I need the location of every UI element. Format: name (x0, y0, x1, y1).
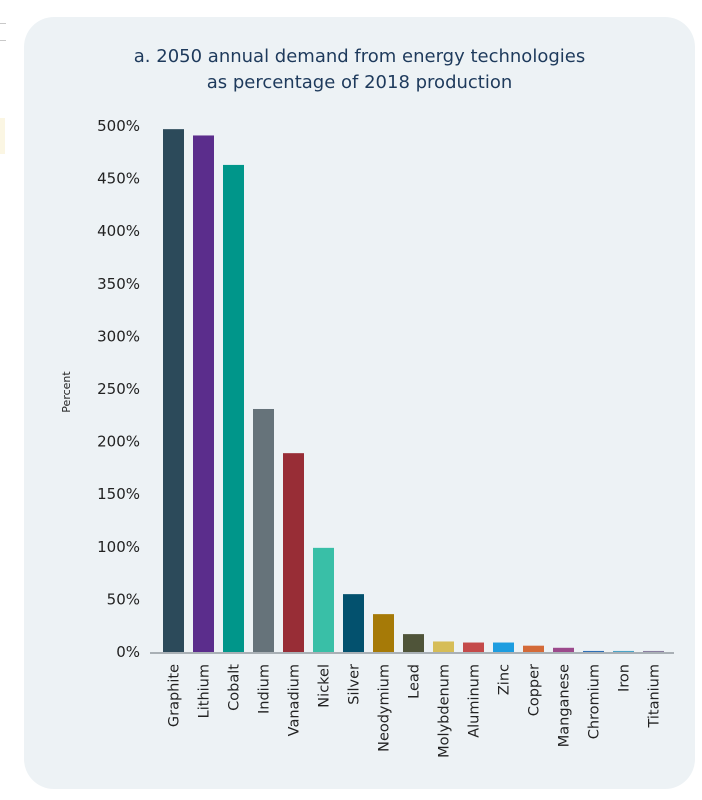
bar-vanadium (283, 453, 304, 652)
chart-title: a. 2050 annual demand from energy techno… (24, 44, 695, 96)
bar-molybdenum (433, 641, 454, 652)
bar-manganese (553, 647, 574, 652)
x-tick-label: Neodymium (377, 664, 393, 752)
bar-nickel (313, 547, 334, 652)
y-tick-label: 250% (97, 380, 140, 398)
bar-neodymium (373, 614, 394, 652)
x-tick-label: Vanadium (287, 664, 303, 736)
bar-zinc (493, 642, 514, 652)
edge-divider-line (0, 40, 6, 41)
x-tick-label: Aluminum (467, 664, 483, 738)
x-tick-label: Iron (617, 664, 633, 692)
bar-lead (403, 634, 424, 652)
y-axis-label: Percent (60, 371, 73, 413)
bar-lithium (193, 135, 214, 652)
y-tick-label: 450% (97, 170, 140, 188)
x-tick-label: Chromium (587, 664, 603, 739)
bar-indium (253, 408, 274, 652)
y-tick-label: 100% (97, 538, 140, 556)
bar-silver (343, 594, 364, 652)
bar-titanium (643, 650, 664, 653)
x-tick-label: Zinc (497, 664, 513, 695)
x-tick-label: Indium (257, 664, 273, 714)
bar-cobalt (223, 164, 244, 652)
x-tick-label: Cobalt (227, 664, 243, 711)
y-tick-label: 150% (97, 485, 140, 503)
y-tick-label: 200% (97, 433, 140, 451)
edge-divider-line (0, 23, 6, 24)
x-tick-label: Lead (407, 664, 423, 699)
y-tick-label: 500% (97, 117, 140, 135)
x-tick-label: Copper (527, 664, 543, 716)
bar-aluminum (463, 642, 484, 652)
x-tick-label: Nickel (317, 664, 333, 708)
x-tick-label: Lithium (197, 664, 213, 718)
edge-highlight-box (0, 118, 5, 154)
chart-card (24, 17, 695, 789)
x-tick-label: Graphite (167, 664, 183, 727)
bar-copper (523, 645, 544, 652)
x-tick-label: Manganese (557, 664, 573, 747)
x-tick-label: Molybdenum (437, 664, 453, 758)
x-axis-labels: Graphite Lithium Cobalt Indium Vanadium Nicke… (167, 664, 663, 758)
bar-graphite (163, 129, 184, 652)
y-tick-label: 300% (97, 327, 140, 345)
chart-title-line-1: a. 2050 annual demand from energy techno… (133, 46, 586, 67)
y-axis-ticks: 0% 50% 100% 150% 200% 250% 300% 350% 400% 450% 500… (97, 117, 140, 661)
bar-chromium (583, 650, 604, 653)
x-tick-label: Titanium (647, 664, 663, 729)
chart-title-line-2: as percentage of 2018 production (206, 72, 513, 93)
x-tick-label: Silver (347, 664, 363, 705)
bars (163, 129, 664, 653)
y-tick-label: 50% (107, 590, 140, 608)
y-tick-label: 400% (97, 222, 140, 240)
y-tick-label: 0% (116, 643, 140, 661)
y-tick-label: 350% (97, 275, 140, 293)
bar-iron (613, 650, 634, 653)
